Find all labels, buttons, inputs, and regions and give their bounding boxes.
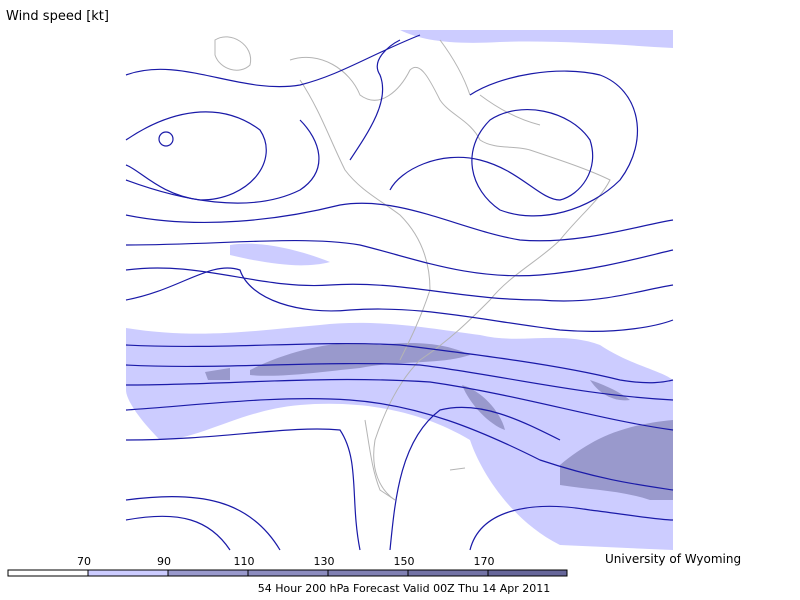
legend-band xyxy=(88,570,168,576)
legend-tick-label: 150 xyxy=(394,555,415,568)
streamlines xyxy=(125,34,674,551)
coastlines xyxy=(214,36,611,501)
color-legend: 70 90 110 130 150 170 xyxy=(7,555,568,577)
legend-band xyxy=(168,570,248,576)
legend-band xyxy=(408,570,488,576)
legend-tick-label: 70 xyxy=(77,555,91,568)
legend-band xyxy=(8,570,88,576)
legend-tick-label: 130 xyxy=(314,555,335,568)
caption: 54 Hour 200 hPa Forecast Valid 00Z Thu 1… xyxy=(258,582,551,595)
legend-tick-label: 90 xyxy=(157,555,171,568)
map xyxy=(125,28,674,551)
legend-tick-label: 110 xyxy=(234,555,255,568)
wind-shading xyxy=(126,30,673,550)
legend-frame xyxy=(7,569,568,577)
legend-band xyxy=(248,570,328,576)
credit: University of Wyoming xyxy=(605,552,741,566)
legend-tick-label: 170 xyxy=(474,555,495,568)
legend-band xyxy=(488,570,567,576)
legend-band xyxy=(328,570,408,576)
map-title: Wind speed [kt] xyxy=(6,9,109,24)
